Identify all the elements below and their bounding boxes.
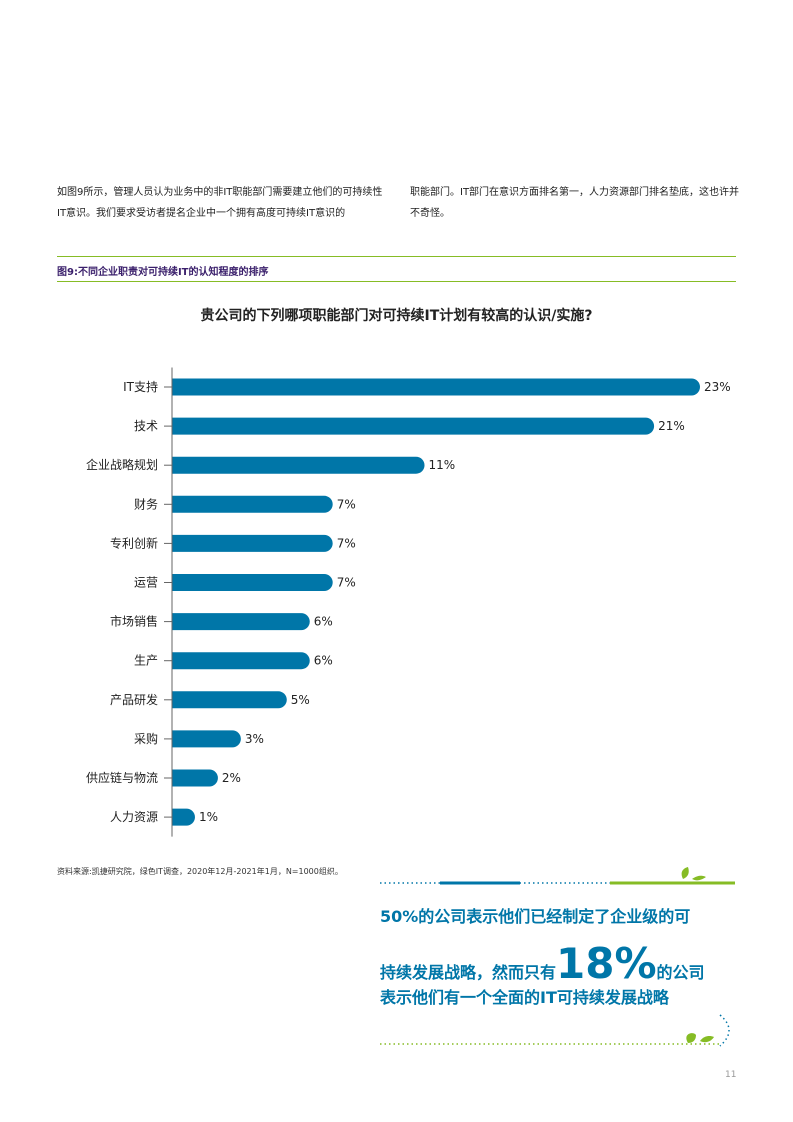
bar (172, 495, 333, 513)
callout-text: 50%的公司表示他们已经制定了企业级的可 (380, 903, 736, 927)
callout-line-3: 表示他们有一个全面的IT可持续发展战略 (380, 988, 669, 1007)
bar (172, 730, 241, 748)
callout-curve (719, 1014, 730, 1047)
category-label: 人力资源 (110, 810, 158, 824)
bar-value-label: 23% (704, 380, 731, 394)
category-label: 供应链与物流 (86, 770, 158, 785)
bar (172, 534, 333, 552)
category-label: 财务 (134, 496, 158, 511)
bar-value-label: 11% (429, 458, 456, 472)
bar-value-label: 21% (658, 419, 685, 433)
page-number: 11 (725, 1070, 737, 1080)
bar (172, 417, 655, 435)
bar (172, 378, 700, 396)
bar (172, 574, 333, 591)
leaf-icon (692, 875, 706, 881)
callout-big-percent: 18% (556, 939, 657, 988)
bar (172, 652, 310, 670)
bar-value-label: 7% (337, 536, 356, 550)
callout-line-1: 50%的公司表示他们已经制定了企业级的可 (380, 907, 691, 926)
category-label: 生产 (134, 654, 158, 668)
intro-paragraph-left: 如图9所示，管理人员认为业务中的非IT职能部门需要建立他们的可持续性IT意识。我… (57, 187, 383, 219)
bar-value-label: 7% (337, 576, 356, 590)
chart-question: 贵公司的下列哪项职能部门对可持续IT计划有较高的认识/实施? (200, 308, 593, 324)
bar (172, 613, 310, 631)
leaf-icon (681, 867, 689, 879)
bar-value-label: 7% (337, 497, 356, 511)
callout-text-3: 表示他们有一个全面的IT可持续发展战略 (380, 984, 736, 1008)
bar-value-label: 2% (222, 771, 241, 785)
category-label: 企业战略规划 (86, 457, 158, 472)
leaf-icon (686, 1033, 696, 1043)
bar-value-label: 1% (199, 810, 218, 824)
bar-value-label: 6% (314, 654, 333, 668)
bar (172, 808, 195, 826)
category-label: 产品研发 (110, 692, 158, 707)
intro-paragraph-right: 职能部门。IT部门在意识方面排名第一，人力资源部门排名垫底，这也许并不奇怪。 (410, 187, 740, 219)
bar-value-label: 6% (314, 615, 333, 629)
category-label: 市场销售 (110, 614, 158, 629)
bar-value-label: 5% (291, 693, 310, 707)
callout-line-2b: 的公司 (656, 963, 705, 982)
bar (172, 456, 425, 474)
source-note: 资料来源:凯捷研究院，绿色IT调查，2020年12月-2021年1月，N=100… (57, 867, 343, 876)
category-label: 专利创新 (110, 535, 158, 550)
category-label: 技术 (134, 419, 158, 433)
leaf-icon (700, 1036, 714, 1043)
figure-rule-bottom (57, 281, 736, 282)
bar-chart: IT支持 23% 技术 21% 企业战略规划 11% 财务 7% 专利创新 7% 运营 7% 市场销售 6… (86, 367, 731, 837)
bar (172, 691, 287, 709)
bar-value-label: 3% (245, 732, 264, 746)
callout-text-2: 持续发展战略，然而只有18%的公司 (380, 943, 736, 985)
callout-line-2a: 持续发展战略，然而只有 (380, 963, 557, 982)
callout-frame (380, 867, 735, 1047)
category-label: 采购 (134, 731, 158, 746)
category-label: IT支持 (123, 379, 158, 394)
figure-rule-top (57, 256, 736, 257)
figure-title: 图9:不同企业职责对可持续IT的认知程度的排序 (57, 267, 269, 278)
bar (172, 769, 218, 787)
category-label: 运营 (134, 576, 158, 590)
